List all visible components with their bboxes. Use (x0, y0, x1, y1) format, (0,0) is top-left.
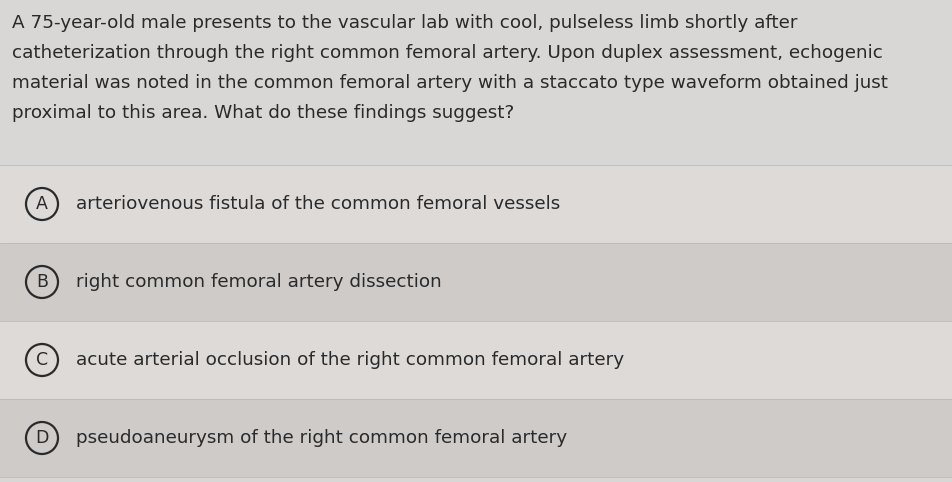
Text: A: A (36, 195, 48, 213)
Bar (0, 243, 952, 321)
Text: catheterization through the right common femoral artery. Upon duplex assessment,: catheterization through the right common… (12, 44, 882, 62)
Bar (0, 321, 952, 399)
Text: D: D (35, 429, 49, 447)
Text: arteriovenous fistula of the common femoral vessels: arteriovenous fistula of the common femo… (76, 195, 560, 213)
Text: proximal to this area. What do these findings suggest?: proximal to this area. What do these fin… (12, 104, 514, 122)
Bar (0, 165, 952, 243)
Text: material was noted in the common femoral artery with a staccato type waveform ob: material was noted in the common femoral… (12, 74, 887, 92)
Text: pseudoaneurysm of the right common femoral artery: pseudoaneurysm of the right common femor… (76, 429, 566, 447)
Text: C: C (36, 351, 48, 369)
Bar (0, 399, 952, 477)
Text: right common femoral artery dissection: right common femoral artery dissection (76, 273, 442, 291)
Text: A 75-year-old male presents to the vascular lab with cool, pulseless limb shortl: A 75-year-old male presents to the vascu… (12, 14, 797, 32)
Text: acute arterial occlusion of the right common femoral artery: acute arterial occlusion of the right co… (76, 351, 624, 369)
Text: B: B (36, 273, 48, 291)
